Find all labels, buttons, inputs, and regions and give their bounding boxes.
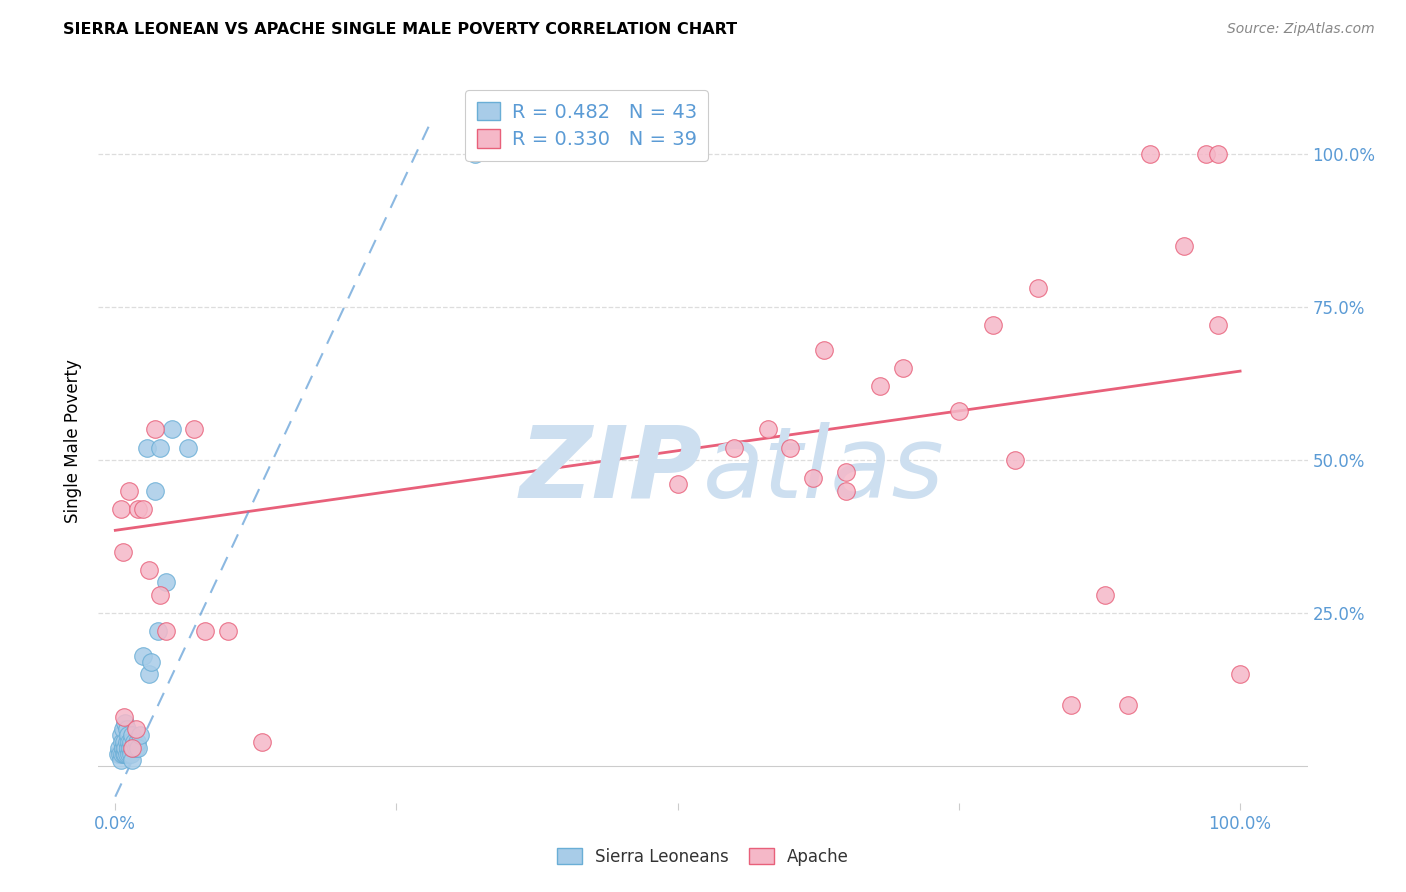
Point [124, 740, 146, 755]
Point [117, 740, 139, 755]
Point [127, 740, 149, 755]
Point [146, 624, 169, 639]
Point [118, 740, 141, 755]
Point [111, 734, 134, 748]
Point [1206, 318, 1229, 333]
Point [143, 422, 166, 436]
Point [143, 483, 166, 498]
Point [1139, 146, 1161, 161]
Point [112, 747, 135, 761]
Point [110, 502, 132, 516]
Point [112, 734, 135, 748]
Text: SIERRA LEONEAN VS APACHE SINGLE MALE POVERTY CORRELATION CHART: SIERRA LEONEAN VS APACHE SINGLE MALE POV… [63, 22, 737, 37]
Point [129, 728, 152, 742]
Point [124, 734, 146, 748]
Point [1060, 698, 1083, 712]
Point [891, 361, 914, 376]
Point [160, 422, 183, 436]
Point [112, 710, 135, 724]
Point [149, 441, 172, 455]
Point [121, 728, 143, 742]
Point [155, 575, 177, 590]
Point [111, 747, 134, 761]
Point [779, 441, 801, 455]
Text: Source: ZipAtlas.com: Source: ZipAtlas.com [1227, 22, 1375, 37]
Point [1004, 453, 1026, 467]
Text: atlas: atlas [703, 422, 945, 519]
Point [835, 465, 858, 479]
Point [127, 502, 149, 516]
Point [1026, 281, 1049, 295]
Point [666, 477, 689, 491]
Point [948, 404, 970, 418]
Point [121, 753, 143, 767]
Point [835, 483, 858, 498]
Point [464, 146, 486, 161]
Point [132, 502, 155, 516]
Point [155, 624, 177, 639]
Point [114, 740, 136, 755]
Point [120, 747, 142, 761]
Point [250, 734, 273, 748]
Point [756, 422, 779, 436]
Point [1094, 588, 1116, 602]
Point [115, 747, 138, 761]
Point [115, 723, 138, 737]
Point [124, 723, 146, 737]
Point [118, 734, 141, 748]
Point [108, 747, 131, 761]
Point [177, 441, 200, 455]
Point [121, 740, 143, 755]
Point [1173, 238, 1195, 252]
Point [110, 753, 132, 767]
Point [149, 588, 172, 602]
Point [981, 318, 1004, 333]
Point [117, 728, 139, 742]
Point [217, 624, 239, 639]
Point [141, 655, 163, 669]
Point [138, 563, 160, 577]
Point [107, 740, 129, 755]
Point [1229, 667, 1251, 681]
Point [1206, 146, 1229, 161]
Point [135, 441, 157, 455]
Point [813, 343, 835, 357]
Point [194, 624, 217, 639]
Point [723, 441, 745, 455]
Y-axis label: Single Male Poverty: Single Male Poverty [65, 359, 83, 524]
Point [801, 471, 824, 485]
Text: ZIP: ZIP [520, 422, 703, 519]
Point [118, 747, 141, 761]
Point [183, 422, 205, 436]
Point [138, 667, 160, 681]
Point [120, 734, 142, 748]
Point [118, 483, 141, 498]
Point [112, 723, 135, 737]
Legend: Sierra Leoneans, Apache: Sierra Leoneans, Apache [548, 839, 858, 874]
Point [125, 734, 148, 748]
Point [869, 379, 891, 393]
Point [1195, 146, 1218, 161]
Point [132, 648, 155, 663]
Point [114, 747, 136, 761]
Point [1116, 698, 1139, 712]
Point [112, 545, 135, 559]
Point [122, 740, 145, 755]
Point [112, 740, 135, 755]
Point [114, 716, 136, 731]
Point [110, 728, 132, 742]
Point [107, 747, 129, 761]
Point [115, 734, 138, 748]
